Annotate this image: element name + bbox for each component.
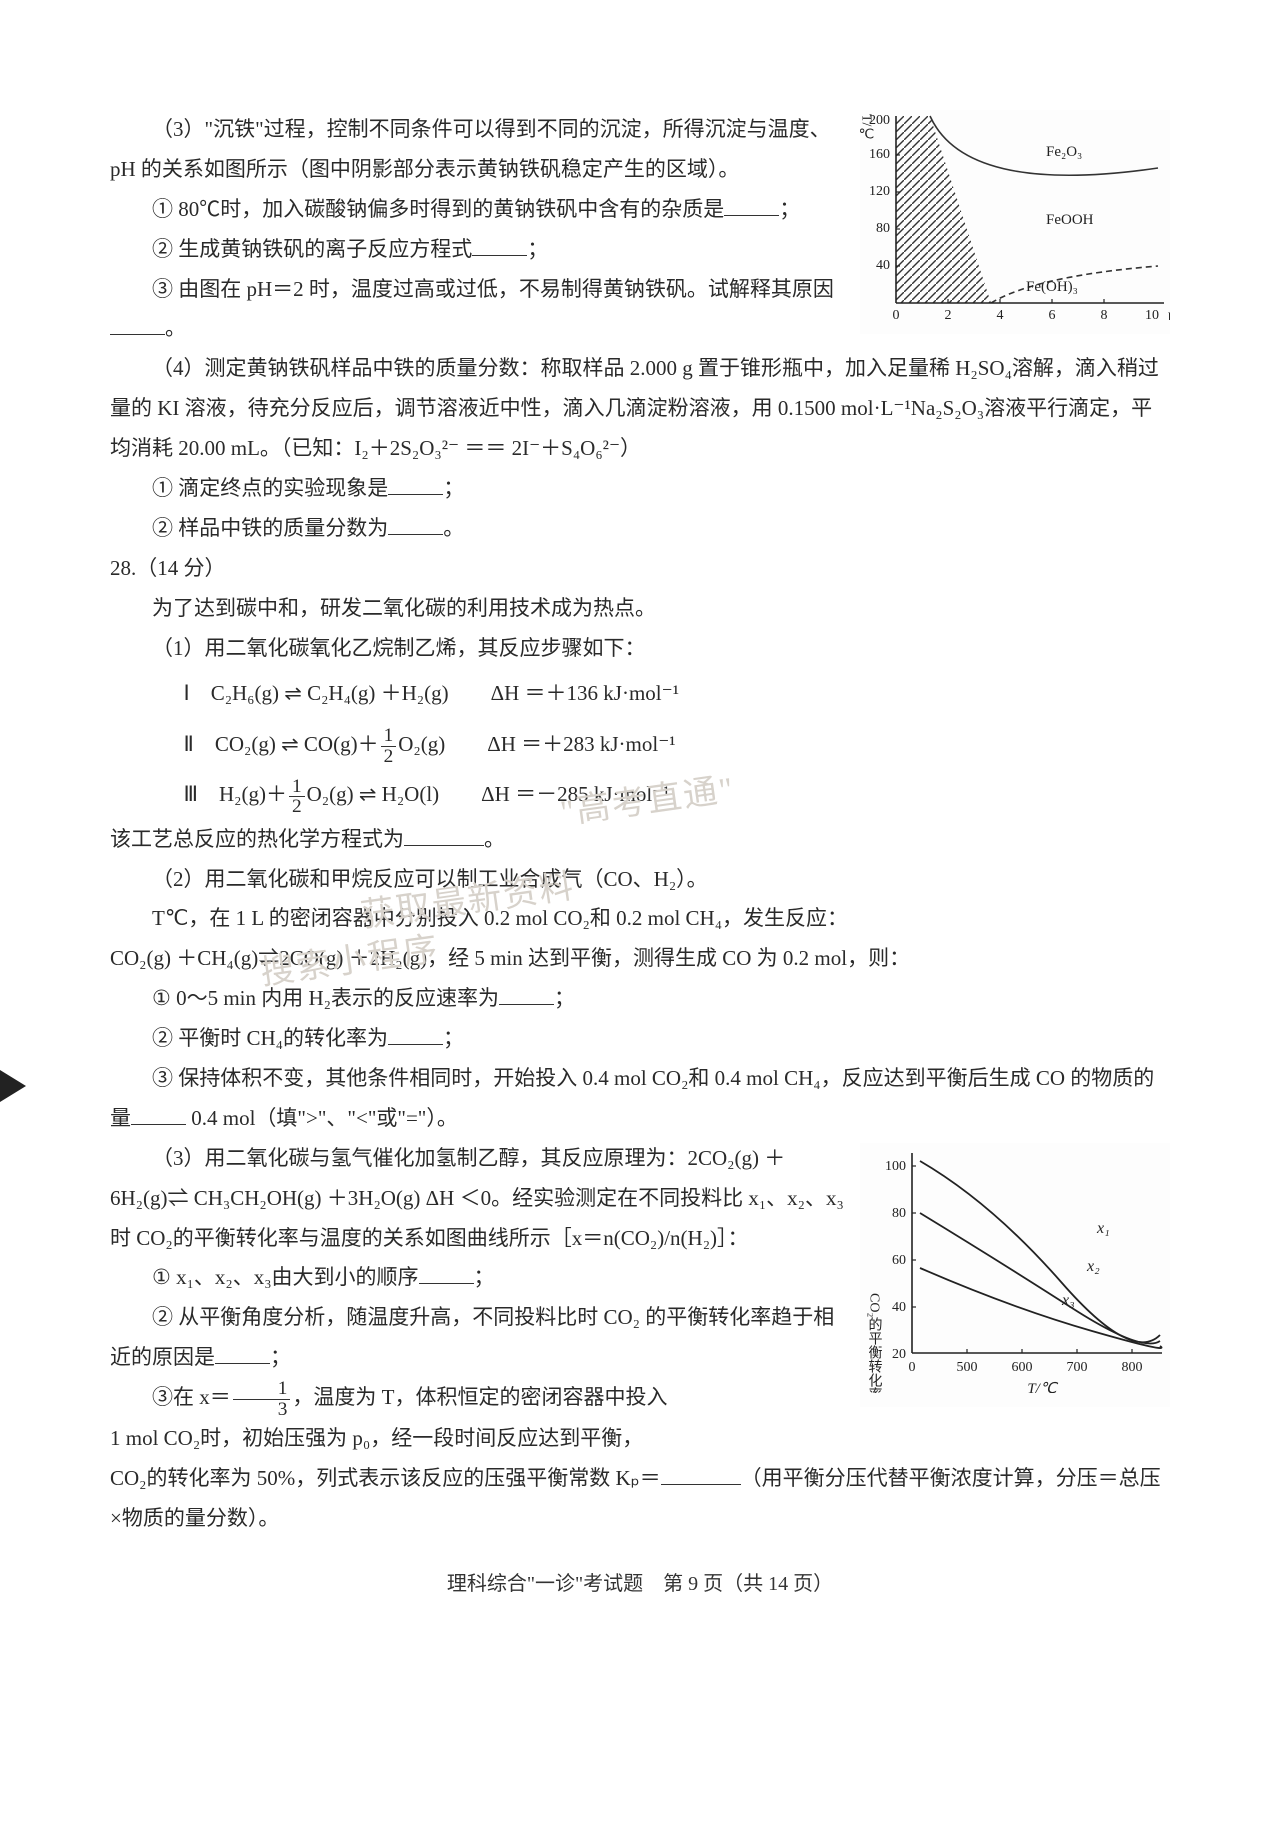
q28-1-intro: （1）用二氧化碳氧化乙烷制乙烯，其反应步骤如下：	[110, 629, 1170, 669]
q28-2-1: ① 0～5 min 内用 H₂表示的反应速率为 ；	[110, 979, 1170, 1019]
q28-3-3d: CO₂的转化率为 50%，列式表示该反应的压强平衡常数 Kₚ＝（用平衡分压代替平…	[110, 1459, 1170, 1539]
svg-text:0: 0	[893, 308, 900, 320]
q28-1-tail: 该工艺总反应的热化学方程式为 。	[110, 820, 1170, 860]
svg-text:FeOOH: FeOOH	[1046, 212, 1094, 228]
svg-text:120: 120	[869, 184, 890, 199]
svg-text:Fe₂O₃: Fe₂O₃	[1046, 144, 1082, 160]
eq-I: Ⅰ C₂H₆(g) ⇌ C₂H₄(g) ＋H₂(g) ΔH ＝＋136 kJ·m…	[184, 668, 1171, 718]
svg-text:T/℃: T/℃	[860, 114, 874, 142]
text: ② 平衡时 CH₄的转化率为	[152, 1026, 388, 1050]
tail: 。	[443, 516, 464, 540]
svg-text:4: 4	[997, 308, 1004, 320]
tail: ；	[527, 237, 548, 261]
svg-text:700: 700	[1067, 1360, 1088, 1375]
text: ② 生成黄钠铁矾的离子反应方程式	[152, 237, 472, 261]
blank	[388, 1023, 443, 1045]
eq-II: Ⅱ CO₂(g) ⇌ CO(g)＋12O₂(g) ΔH ＝＋283 kJ·mol…	[184, 719, 1171, 769]
svg-text:pH: pH	[1168, 308, 1170, 320]
page-footer: 理科综合"一诊"考试题 第 9 页（共 14 页）	[110, 1565, 1170, 1603]
qnum: 28.（14 分）	[110, 556, 226, 580]
svg-text:x₃: x₃	[1061, 1292, 1075, 1309]
tail: 0.4 mol（填">"、"<"或"="）。	[186, 1106, 458, 1130]
svg-text:500: 500	[957, 1360, 978, 1375]
svg-text:10: 10	[1145, 308, 1159, 320]
svg-text:60: 60	[892, 1253, 906, 1268]
equation-block: Ⅰ C₂H₆(g) ⇌ C₂H₄(g) ＋H₂(g) ΔH ＝＋136 kJ·m…	[184, 668, 1171, 819]
eq-III: Ⅲ H₂(g)＋12O₂(g) ⇌ H₂O(l) ΔH ＝－285 kJ·mol…	[184, 769, 1171, 819]
svg-text:600: 600	[1012, 1360, 1033, 1375]
q28-2-3: ③ 保持体积不变，其他条件相同时，开始投入 0.4 mol CO₂和 0.4 m…	[110, 1059, 1170, 1139]
q28-3-3c: 1 mol CO₂时，初始压强为 p₀，经一段时间反应达到平衡，	[110, 1419, 1170, 1459]
eq-II-b: O₂(g) ΔH ＝＋283 kJ·mol⁻¹	[398, 732, 675, 756]
svg-text:2: 2	[945, 308, 952, 320]
q28-2-eq: CO₂(g) ＋CH₄(g)⇌2CO(g) ＋2H₂(g)，经 5 min 达到…	[110, 939, 1170, 979]
blank	[131, 1103, 186, 1125]
tail: ；	[779, 197, 800, 221]
q28-2-2: ② 平衡时 CH₄的转化率为 ；	[110, 1019, 1170, 1059]
tail: ；	[474, 1265, 495, 1289]
frac-half: 12	[381, 726, 397, 766]
svg-text:100: 100	[885, 1159, 906, 1174]
svg-text:800: 800	[1122, 1360, 1143, 1375]
blank	[388, 473, 443, 495]
frac-half: 12	[289, 777, 305, 817]
blank	[724, 194, 779, 216]
svg-text:20: 20	[892, 1347, 906, 1362]
q28-2-intro: （2）用二氧化碳和甲烷反应可以制工业合成气（CO、H₂）。	[110, 860, 1170, 900]
text: 该工艺总反应的热化学方程式为	[110, 827, 404, 851]
eq-III-a: Ⅲ H₂(g)＋	[184, 782, 287, 806]
blank	[499, 983, 554, 1005]
text: ① 0～5 min 内用 H₂表示的反应速率为	[152, 986, 499, 1010]
q27-4: （4）测定黄钠铁矾样品中铁的质量分数：称取样品 2.000 g 置于锥形瓶中，加…	[110, 349, 1170, 469]
chart-phase-diagram: 0 2 4 6 8 10 pH 40	[860, 110, 1170, 334]
eq-III-b: O₂(g) ⇌ H₂O(l) ΔH ＝－285 kJ·mol⁻¹	[307, 782, 670, 806]
chart-conversion: 0 500 600 700 800 20 40 60 80	[860, 1143, 1170, 1407]
exam-page: 0 2 4 6 8 10 pH 40	[0, 0, 1280, 1643]
q28-header: 28.（14 分）	[110, 549, 1170, 589]
eq-II-a: Ⅱ CO₂(g) ⇌ CO(g)＋	[184, 732, 379, 756]
text: ① x₁、x₂、x₃由大到小的顺序	[152, 1265, 419, 1289]
svg-text:x₂: x₂	[1086, 1258, 1100, 1275]
blank	[419, 1262, 474, 1284]
tail: ；	[443, 476, 464, 500]
tail: 。	[484, 827, 505, 851]
q28-2-a: T℃，在 1 L 的密闭容器中分别投入 0.2 mol CO₂和 0.2 mol…	[110, 899, 1170, 939]
svg-text:T/℃: T/℃	[1027, 1381, 1059, 1393]
q28-intro: 为了达到碳中和，研发二氧化碳的利用技术成为热点。	[110, 589, 1170, 629]
svg-text:80: 80	[876, 221, 890, 236]
blank	[215, 1342, 270, 1364]
blank	[472, 234, 527, 256]
tail: 。	[165, 316, 186, 340]
q27-4-2: ② 样品中铁的质量分数为 。	[110, 509, 1170, 549]
svg-text:40: 40	[892, 1300, 906, 1315]
frac-third: 13	[233, 1379, 291, 1419]
text2: ，温度为 T，体积恒定的密闭容器中投入	[292, 1385, 667, 1409]
tail: ；	[554, 986, 575, 1010]
svg-text:6: 6	[1049, 308, 1056, 320]
svg-text:160: 160	[869, 147, 890, 162]
blank	[404, 824, 484, 846]
text: ③在 x＝	[152, 1385, 231, 1409]
blank	[388, 513, 443, 535]
text: ① 80℃时，加入碳酸钠偏多时得到的黄钠铁矾中含有的杂质是	[152, 197, 724, 221]
q27-4-1: ① 滴定终点的实验现象是 ；	[110, 469, 1170, 509]
side-marker	[0, 1070, 26, 1102]
svg-text:x₁: x₁	[1096, 1220, 1110, 1237]
svg-text:CO₂的平衡转化率/%: CO₂的平衡转化率/%	[867, 1293, 883, 1393]
svg-text:80: 80	[892, 1206, 906, 1221]
tail: ；	[270, 1345, 291, 1369]
svg-text:40: 40	[876, 258, 890, 273]
text: ③ 由图在 pH＝2 时，温度过高或过低，不易制得黄钠铁矾。试解释其原因	[152, 277, 834, 301]
text: ① 滴定终点的实验现象是	[152, 476, 388, 500]
text: ② 样品中铁的质量分数为	[152, 516, 388, 540]
svg-text:Fe(OH)₃: Fe(OH)₃	[1026, 279, 1078, 295]
text: CO₂的转化率为 50%，列式表示该反应的压强平衡常数 Kₚ＝	[110, 1466, 661, 1490]
tail: ；	[443, 1026, 464, 1050]
blank	[661, 1463, 741, 1485]
blank	[110, 313, 165, 335]
svg-text:8: 8	[1101, 308, 1108, 320]
svg-text:0: 0	[909, 1360, 916, 1375]
